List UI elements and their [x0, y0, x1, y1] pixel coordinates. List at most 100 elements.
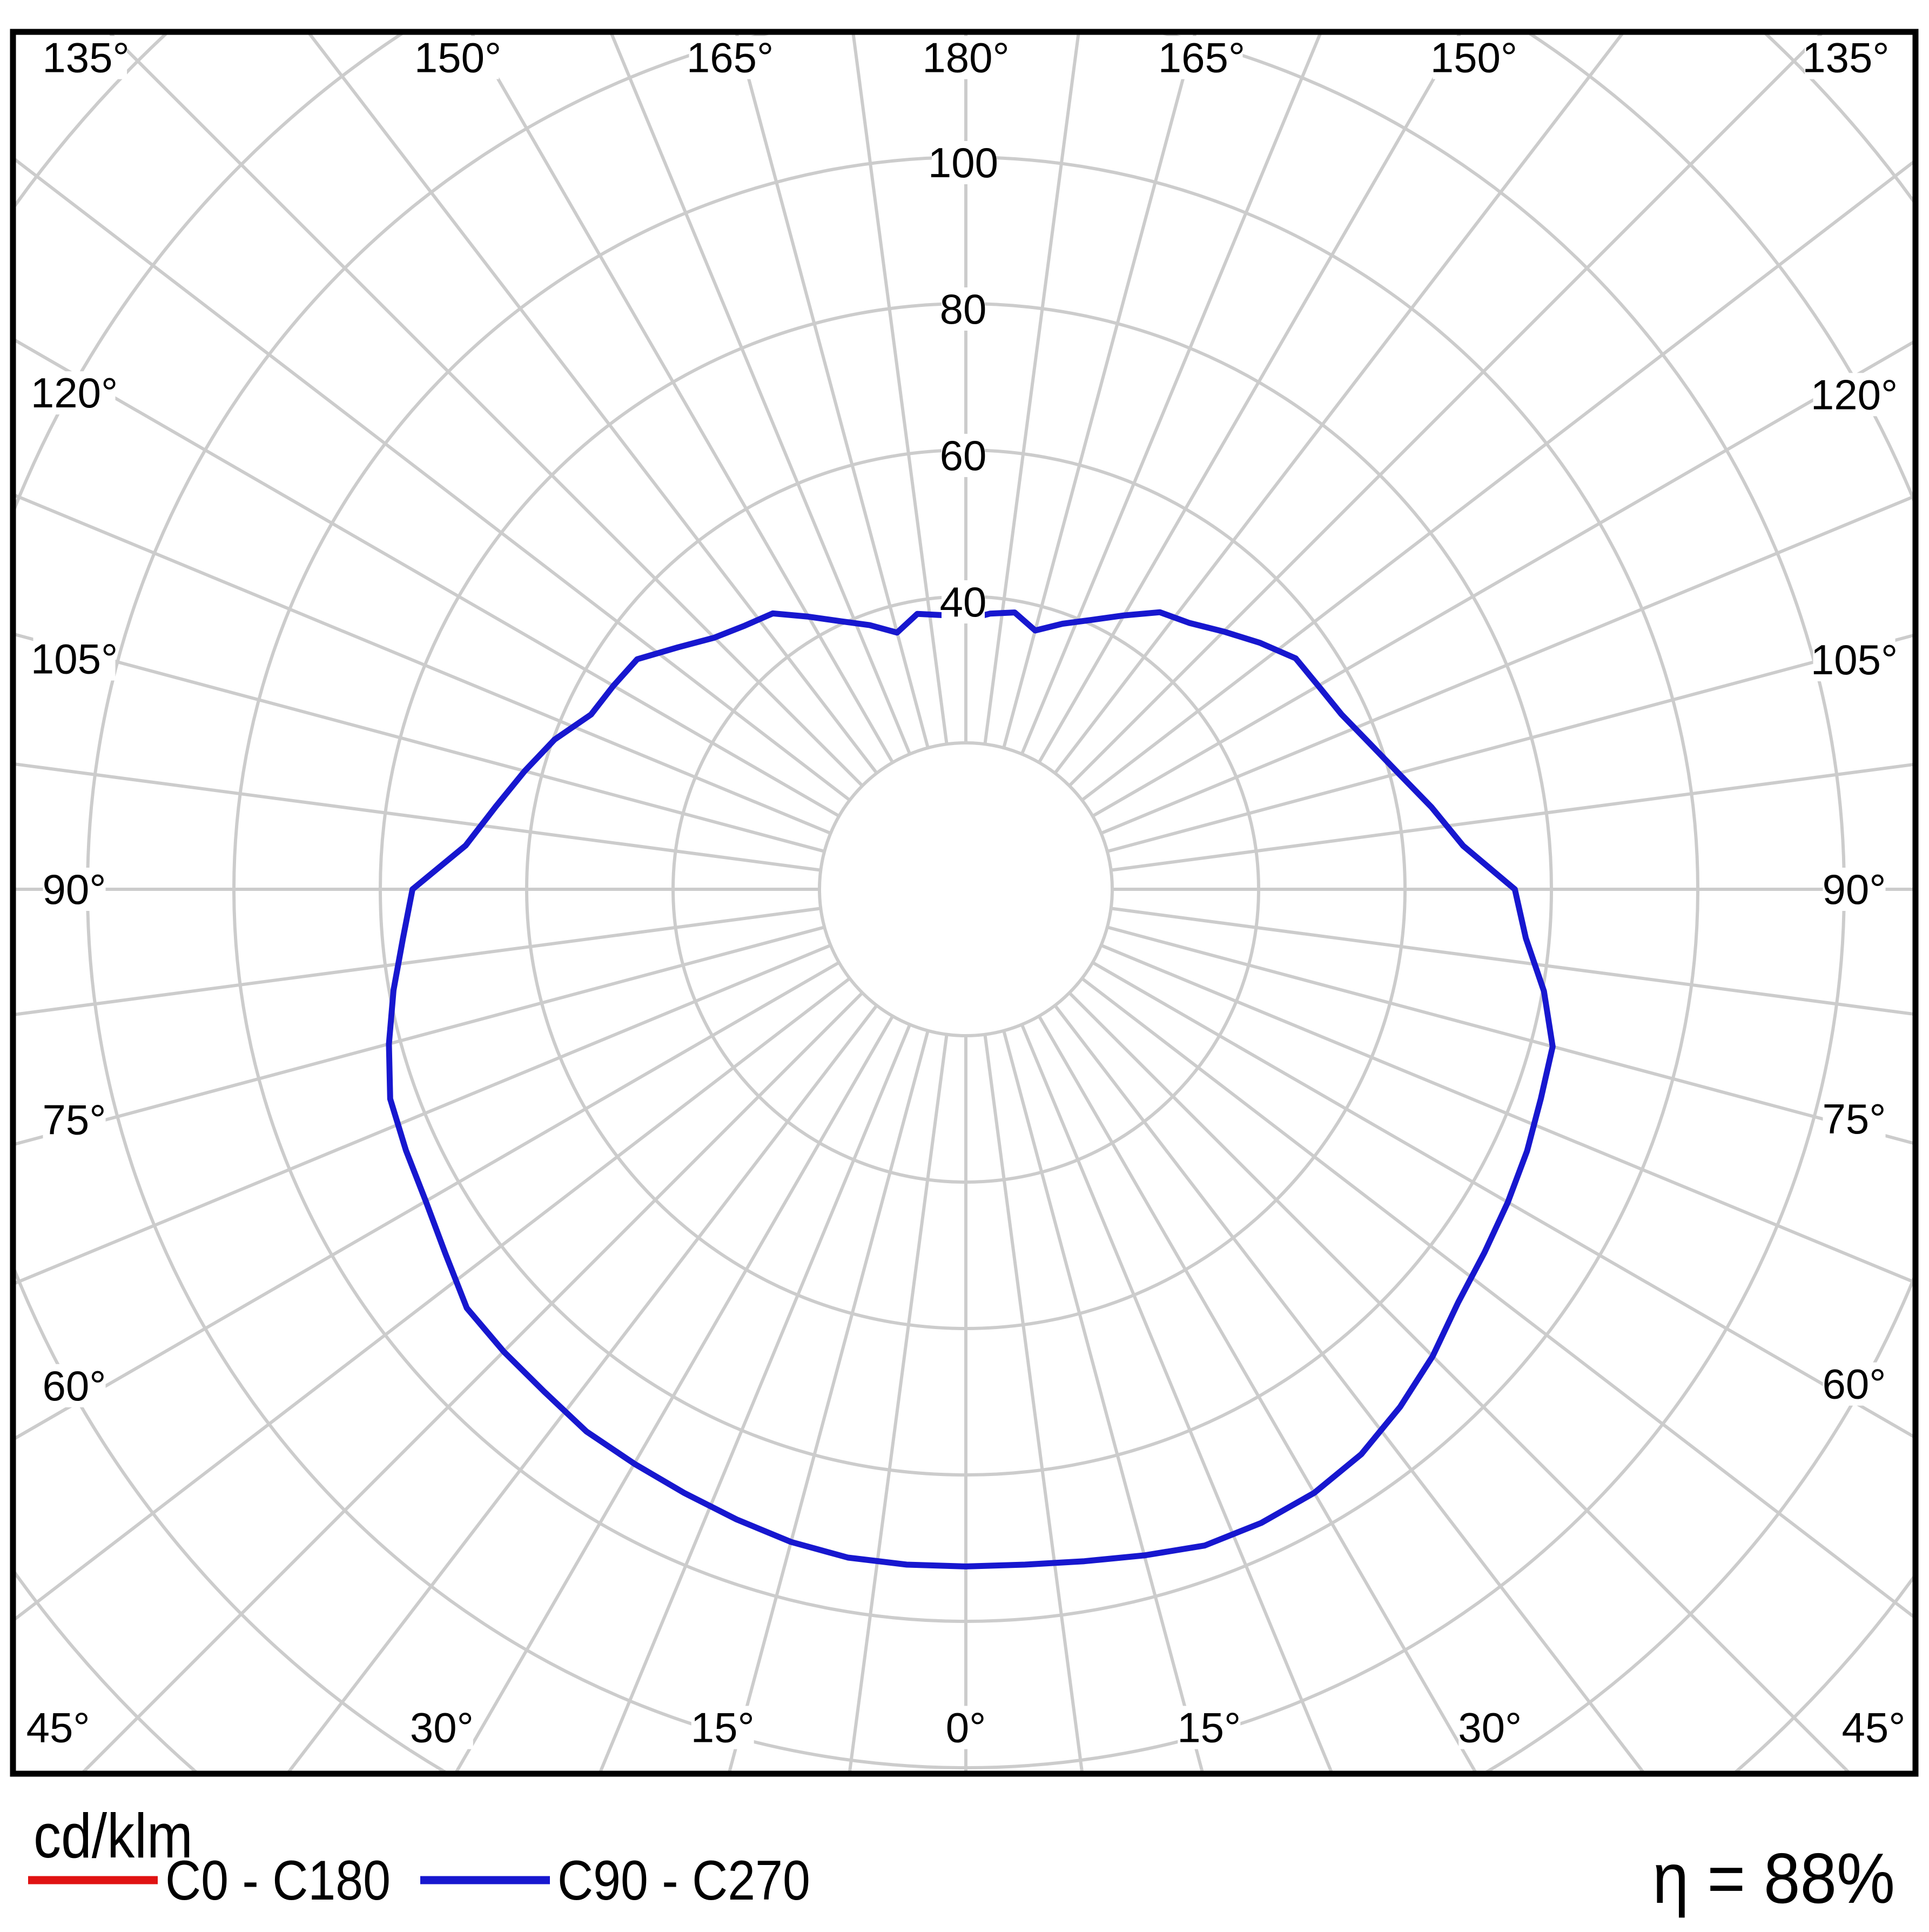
grid-spoke: [1037, 35, 1461, 763]
grid-spoke: [1100, 495, 1913, 835]
grid-spoke: [471, 35, 895, 763]
angle-label: 0°: [946, 1704, 986, 1752]
grid-spoke: [1068, 991, 1850, 1771]
angle-label-bg: [1823, 1362, 1886, 1406]
grid-spoke: [455, 1015, 895, 1771]
angle-label-bg: [1433, 36, 1515, 79]
angle-label-bg: [1823, 1097, 1886, 1141]
angle-label-bg: [43, 1364, 106, 1407]
grid-spoke: [1081, 977, 1913, 1618]
angle-label: 75°: [1823, 1095, 1886, 1143]
grid-spoke: [82, 991, 864, 1771]
radial-tick-label: 80: [940, 285, 987, 333]
grid-spoke: [16, 158, 851, 802]
grid-spoke: [16, 494, 831, 835]
legend: cd/klm C0 - C180 C90 - C270 η = 88%: [28, 1801, 1895, 1918]
grid-spoke: [1081, 160, 1913, 802]
grid-spoke: [287, 1004, 878, 1771]
radial-tick-label: 40: [940, 578, 987, 626]
c90-c270-curve: [386, 609, 1556, 1569]
angle-label: 15°: [1177, 1704, 1241, 1752]
chart-frame: [10, 29, 1919, 1777]
angle-label-bg: [1160, 36, 1243, 79]
grid-spoke: [1106, 925, 1913, 1145]
angle-label: 135°: [1802, 34, 1889, 82]
grid-spoke: [610, 35, 912, 755]
grid-spoke: [16, 943, 831, 1285]
angle-label: 15°: [691, 1704, 755, 1752]
angle-label: 165°: [1158, 34, 1245, 82]
angle-label: 90°: [1823, 866, 1886, 913]
angle-label-bg: [1813, 638, 1896, 682]
angle-label-bg: [1804, 36, 1887, 79]
angle-label: 45°: [1841, 1704, 1905, 1752]
grid-spoke: [983, 1034, 1084, 1771]
angle-label: 135°: [42, 34, 129, 82]
angle-label-bg: [1823, 868, 1886, 911]
grid-spoke: [1002, 35, 1197, 749]
radial-tick-label: 60: [940, 432, 987, 479]
grid-labels: 40 60 80 100 0° 15° 15° 30° 30° 45° 45° 60° 60° 75° 75…: [26, 34, 1906, 1752]
grid-spoke: [16, 762, 821, 872]
angle-label-bg: [43, 1098, 106, 1142]
angle-label: 120°: [31, 369, 118, 417]
angle-label-bg: [944, 1706, 987, 1749]
legend-label-c90-c270: C90 - C270: [557, 1849, 810, 1912]
legend-label-c0-c180: C0 - C180: [165, 1849, 391, 1912]
angle-label-bg: [1458, 1706, 1522, 1749]
grid-spoke: [1092, 961, 1913, 1438]
grid-spoke: [1111, 763, 1913, 872]
angle-label: 30°: [1458, 1704, 1522, 1752]
grid-spoke: [16, 961, 840, 1440]
grid-spoke: [735, 35, 930, 749]
grid-spoke: [16, 977, 851, 1621]
grid-spoke: [16, 633, 825, 853]
angle-label-bg: [45, 36, 127, 79]
radial-tick-label: 100: [928, 139, 998, 186]
radial-tick-label-bg: [942, 580, 985, 623]
grid-spoke: [1111, 907, 1913, 1016]
grid-spoke: [1020, 35, 1322, 755]
radial-tick-label-bg: [932, 141, 994, 184]
grid-spoke: [1002, 1030, 1204, 1771]
angle-label-bg: [410, 1706, 473, 1749]
grid-spoke: [848, 1034, 949, 1771]
efficiency-label: η = 88%: [1652, 1838, 1895, 1918]
angle-label: 150°: [1430, 34, 1517, 82]
unit-label: cd/klm: [33, 1801, 193, 1871]
angle-label: 60°: [43, 1362, 106, 1410]
angle-label: 150°: [414, 34, 501, 82]
angle-label-bg: [689, 36, 771, 79]
grid-spoke: [1053, 35, 1624, 774]
grid-spoke: [16, 907, 821, 1016]
angle-label: 60°: [1823, 1360, 1886, 1408]
angle-label: 75°: [43, 1096, 106, 1143]
angle-label-bg: [26, 1706, 90, 1749]
grid-spoke: [1037, 1015, 1477, 1771]
angle-label-bg: [1813, 373, 1896, 417]
angle-label-bg: [925, 36, 1007, 79]
angle-label: 90°: [43, 866, 106, 913]
grid-spoke: [1092, 340, 1913, 818]
angle-label: 45°: [26, 1704, 90, 1752]
grid-spoke: [728, 1030, 930, 1771]
angle-label-bg: [416, 36, 499, 79]
grid-spoke: [1020, 1024, 1333, 1771]
radial-tick-label-bg: [942, 287, 985, 331]
angle-label: 105°: [31, 635, 118, 683]
grid-spoke: [308, 35, 878, 774]
angle-label-bg: [33, 371, 116, 415]
angle-label-bg: [1842, 1706, 1905, 1749]
grid-spoke: [1100, 943, 1913, 1284]
angle-label-bg: [43, 868, 106, 911]
grid-spoke: [851, 35, 949, 744]
grid-spoke: [16, 339, 840, 818]
grid-spoke: [109, 35, 864, 787]
angle-label-bg: [1178, 1706, 1241, 1749]
angle-label: 30°: [410, 1704, 474, 1752]
grid-spoke: [1053, 1004, 1644, 1771]
